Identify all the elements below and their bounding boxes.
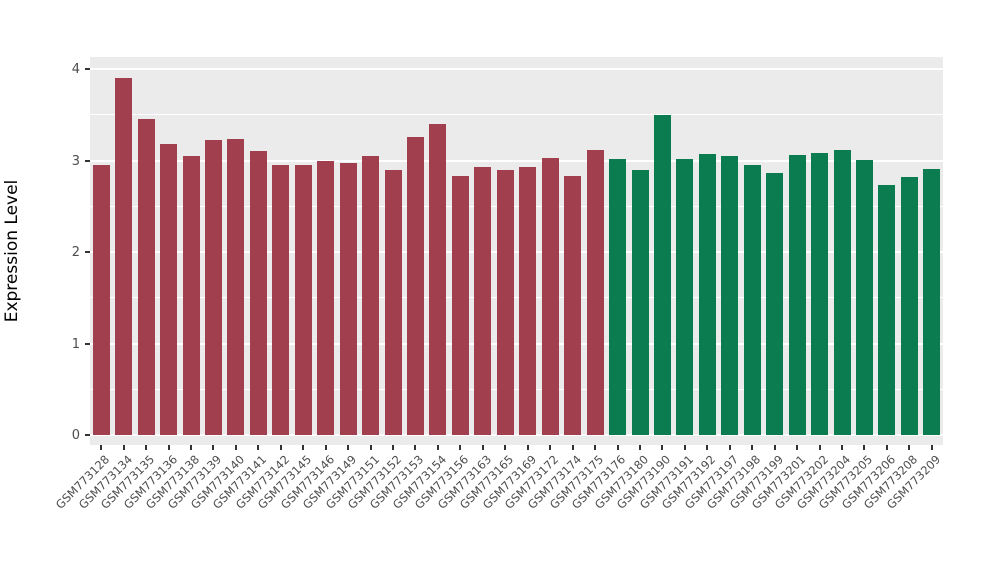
y-tick-label: 3 xyxy=(71,153,80,169)
bar-GSM773135 xyxy=(137,119,155,435)
bar-GSM773199 xyxy=(766,173,784,435)
bar-GSM773174 xyxy=(564,176,582,435)
major-gridline xyxy=(90,159,943,162)
x-tick-mark xyxy=(122,445,125,450)
x-tick-mark xyxy=(818,445,821,450)
y-tick-mark xyxy=(85,251,90,253)
bar-GSM773128 xyxy=(92,165,110,435)
x-tick-mark xyxy=(706,445,709,450)
bar-GSM773180 xyxy=(631,169,649,435)
bar-GSM773153 xyxy=(407,136,424,435)
x-tick-mark xyxy=(100,445,103,450)
bar-GSM773191 xyxy=(676,158,694,435)
x-tick-mark xyxy=(369,445,372,450)
minor-gridline xyxy=(90,297,943,299)
x-tick-mark xyxy=(930,445,933,450)
x-tick-mark xyxy=(661,445,664,450)
bar-GSM773156 xyxy=(451,176,469,435)
bar-GSM773175 xyxy=(586,150,604,435)
x-tick-mark xyxy=(167,445,170,450)
bar-GSM773192 xyxy=(698,154,716,435)
x-tick-mark xyxy=(145,445,148,450)
x-tick-mark xyxy=(347,445,350,450)
y-tick-mark xyxy=(85,68,90,70)
x-tick-mark xyxy=(459,445,462,450)
x-tick-mark xyxy=(279,445,282,450)
x-tick-mark xyxy=(190,445,192,450)
x-tick-mark xyxy=(885,445,888,450)
bar-GSM773154 xyxy=(429,123,447,435)
x-tick-mark xyxy=(571,445,574,450)
bar-GSM773204 xyxy=(833,150,851,435)
x-tick-mark xyxy=(414,445,417,450)
major-gridline xyxy=(90,68,943,70)
bar-GSM773136 xyxy=(160,144,178,435)
bar-GSM773172 xyxy=(541,157,559,435)
bar-GSM773146 xyxy=(317,160,335,435)
x-tick-mark xyxy=(840,445,843,450)
bar-GSM773142 xyxy=(272,165,290,435)
bar-GSM773145 xyxy=(294,165,312,435)
x-tick-mark xyxy=(594,445,597,450)
bar-GSM773198 xyxy=(743,165,761,435)
y-tick-label: 2 xyxy=(71,245,80,260)
bar-GSM773206 xyxy=(878,185,896,435)
x-tick-mark xyxy=(863,445,866,450)
bar-GSM773209 xyxy=(923,168,941,435)
bar-GSM773138 xyxy=(182,155,200,435)
bar-GSM773149 xyxy=(339,163,357,435)
minor-gridline xyxy=(90,388,943,390)
x-tick-mark xyxy=(212,445,215,450)
bar-GSM773141 xyxy=(249,151,267,435)
x-tick-mark xyxy=(302,445,305,450)
bar-GSM773165 xyxy=(496,169,514,435)
bar-GSM773190 xyxy=(653,114,671,435)
minor-gridline xyxy=(90,205,943,207)
x-tick-mark xyxy=(234,445,237,450)
bar-GSM773140 xyxy=(227,138,245,435)
bar-GSM773205 xyxy=(855,159,873,435)
x-tick-mark xyxy=(616,445,619,450)
y-tick-label: 0 xyxy=(71,428,80,443)
x-tick-mark xyxy=(773,445,776,450)
plot-panel xyxy=(90,57,943,445)
major-gridline xyxy=(90,251,943,253)
x-tick-mark xyxy=(638,445,641,450)
x-tick-mark xyxy=(683,445,686,450)
y-tick-mark xyxy=(85,342,90,345)
bar-GSM773163 xyxy=(474,166,492,435)
bar-GSM773169 xyxy=(519,166,537,435)
bar-GSM773208 xyxy=(900,177,918,435)
x-tick-mark xyxy=(257,445,260,450)
x-tick-mark xyxy=(526,445,529,450)
y-tick-mark xyxy=(85,434,90,436)
x-tick-mark xyxy=(728,445,731,450)
y-tick-label: 1 xyxy=(71,336,80,352)
x-tick-mark xyxy=(324,445,327,450)
x-tick-mark xyxy=(549,445,552,450)
bar-GSM773139 xyxy=(205,140,222,435)
x-tick-mark xyxy=(392,445,395,450)
bar-GSM773152 xyxy=(384,169,402,435)
major-gridline xyxy=(90,342,943,345)
bar-GSM773201 xyxy=(788,155,806,435)
bar-GSM773202 xyxy=(811,153,828,435)
x-tick-mark xyxy=(436,445,439,450)
bar-GSM773151 xyxy=(362,155,380,435)
major-gridline xyxy=(90,434,943,436)
y-tick-mark xyxy=(85,159,90,162)
x-tick-mark xyxy=(751,445,754,450)
y-tick-label: 4 xyxy=(71,62,80,77)
bar-GSM773197 xyxy=(721,155,739,435)
x-tick-mark xyxy=(504,445,507,450)
minor-gridline xyxy=(90,114,943,116)
x-tick-mark xyxy=(796,445,799,450)
bar-GSM773134 xyxy=(115,78,133,435)
x-tick-mark xyxy=(908,445,911,450)
x-tick-mark xyxy=(481,445,484,450)
bar-GSM773176 xyxy=(609,158,626,435)
